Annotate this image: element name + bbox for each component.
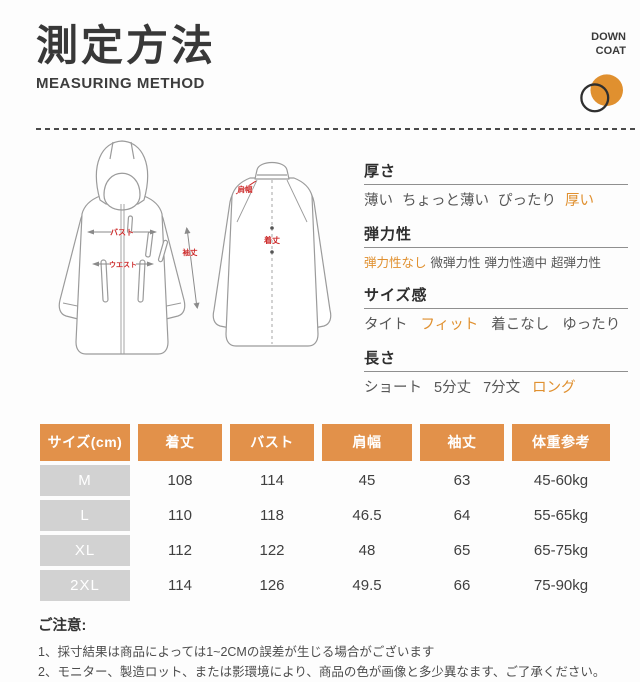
scale-option: ぴったり xyxy=(498,192,556,209)
value-cell: 108 xyxy=(167,471,193,489)
main-content: バスト ウエスト 袖丈 肩幅 着丈 厚さ 薄い ちょっと薄い ぴったり 厚い 弾力性 弾力性… xyxy=(0,130,640,410)
label-sleeve-length: 袖丈 xyxy=(182,247,198,257)
label-body-length: 着丈 xyxy=(263,235,280,245)
dashed-divider xyxy=(36,127,636,130)
brand-logo-icon xyxy=(580,73,623,112)
scale-option: 超弾力性 xyxy=(551,255,602,270)
value-cell: 114 xyxy=(260,471,284,489)
size-cell: XL xyxy=(40,534,130,566)
value-cell: 110 xyxy=(168,506,192,524)
scale-section-0: 厚さ薄い ちょっと薄い ぴったり 厚い xyxy=(364,160,628,210)
value-cell: 49.5 xyxy=(352,576,382,594)
note-item: 1、採寸結果は商品によっては1~2CMの誤差が生じる場合がございます xyxy=(38,644,435,659)
label-bust: バスト xyxy=(110,228,134,237)
note-item: 2、モニター、製造ロット、または影環境により、商品の色が画像と多少異なます、ご了… xyxy=(38,664,606,679)
table-header-cell: 袖丈 xyxy=(420,423,504,461)
value-cell: 46.5 xyxy=(352,506,382,524)
size-table: サイズ(cm) 着丈 バスト 肩幅 袖丈 体重参考 M 108 114 45 63 45-60kg L 1… xyxy=(40,423,640,601)
scale-section-2: サイズ感タイト フィット 着こなし ゆったり xyxy=(364,284,628,334)
value-cell: 118 xyxy=(260,506,284,524)
table-header-cell: サイズ(cm) xyxy=(40,423,130,461)
value-cell: 65 xyxy=(453,541,471,559)
brand-text: DOWN COAT xyxy=(591,30,626,59)
scale-option: ちょっと薄い xyxy=(402,192,489,209)
value-cell: 114 xyxy=(168,576,192,594)
scale-option: タイト xyxy=(364,316,408,333)
size-cell: L xyxy=(40,499,130,531)
scale-options: 薄い ちょっと薄い ぴったり 厚い xyxy=(364,189,628,210)
value-cell: 45-60kg xyxy=(533,471,589,489)
page-subtitle: MEASURING METHOD xyxy=(36,75,205,93)
title-block: 測定方法 MEASURING METHOD xyxy=(36,22,217,93)
size-cell: M xyxy=(40,464,130,496)
label-shoulder-width: 肩幅 xyxy=(238,184,253,194)
scale-section-1: 弾力性弾力性なし 微弾力性 弾力性適中 超弾力性 xyxy=(364,223,628,271)
label-waist: ウエスト xyxy=(109,260,137,269)
size-cell: 2XL xyxy=(40,569,130,601)
page-title: 測定方法 xyxy=(36,22,217,69)
brand-block: DOWN COAT xyxy=(578,24,626,116)
scale-options: タイト フィット 着こなし ゆったり xyxy=(364,313,628,334)
brand-line-1: DOWN xyxy=(591,31,626,43)
table-header-cell: 肩幅 xyxy=(322,423,412,461)
scale-option: 着こなし xyxy=(491,316,550,333)
table-header-cell: バスト xyxy=(230,423,314,461)
value-cell: 75-90kg xyxy=(533,576,589,594)
scale-option-selected: 弾力性なし xyxy=(364,255,427,270)
scale-label: 弾力性 xyxy=(364,225,413,243)
scale-option: 5分丈 xyxy=(434,379,472,396)
note-items: 1、採寸結果は商品によっては1~2CMの誤差が生じる場合がございます 2、モニター… xyxy=(38,642,616,682)
scale-options: 弾力性なし 微弾力性 弾力性適中 超弾力性 xyxy=(364,252,628,271)
notes: ご注意: 1、採寸結果は商品によっては1~2CMの誤差が生じる場合がございます 2… xyxy=(38,614,616,682)
coat-front-view xyxy=(58,139,186,355)
value-cell: 45 xyxy=(358,471,376,489)
scale-option-selected: フィット xyxy=(420,316,479,333)
notes-title: ご注意: xyxy=(38,617,87,634)
scale-option: 薄い xyxy=(364,192,393,209)
scale-option: 微弾力性 xyxy=(430,255,481,270)
value-cell: 55-65kg xyxy=(533,506,589,524)
fit-scales: 厚さ 薄い ちょっと薄い ぴったり 厚い 弾力性 弾力性なし 微弾力性 弾力性適中 超弾力性 サイズ… xyxy=(364,160,628,410)
scale-option-selected: ロング xyxy=(532,379,576,396)
page-header: 測定方法 MEASURING METHOD DOWN COAT xyxy=(0,0,640,116)
brand-line-2: COAT xyxy=(595,45,626,58)
value-cell: 48 xyxy=(358,541,376,559)
scale-label: 厚さ xyxy=(364,162,397,180)
value-cell: 63 xyxy=(453,471,471,489)
coat-diagram: バスト ウエスト 袖丈 肩幅 着丈 xyxy=(58,139,332,355)
value-cell: 65-75kg xyxy=(533,541,589,559)
scale-option: 弾力性適中 xyxy=(484,255,548,270)
scale-option-selected: 厚い xyxy=(565,192,594,209)
scale-section-3: 長さショート 5分丈 7分文 ロング xyxy=(364,347,628,397)
value-cell: 126 xyxy=(259,576,285,594)
table-header-cell: 体重参考 xyxy=(512,423,610,461)
scale-label: サイズ感 xyxy=(364,286,428,304)
scale-option: 7分文 xyxy=(483,379,521,396)
scale-option: ゆったり xyxy=(562,316,621,333)
scale-option: ショート xyxy=(364,379,422,396)
value-cell: 64 xyxy=(453,506,471,524)
value-cell: 122 xyxy=(259,541,285,559)
value-cell: 66 xyxy=(453,576,471,594)
scale-options: ショート 5分丈 7分文 ロング xyxy=(364,376,628,397)
scale-label: 長さ xyxy=(364,349,397,367)
value-cell: 112 xyxy=(168,541,192,559)
coat-back-view xyxy=(212,161,332,347)
table-header-cell: 着丈 xyxy=(138,423,222,461)
